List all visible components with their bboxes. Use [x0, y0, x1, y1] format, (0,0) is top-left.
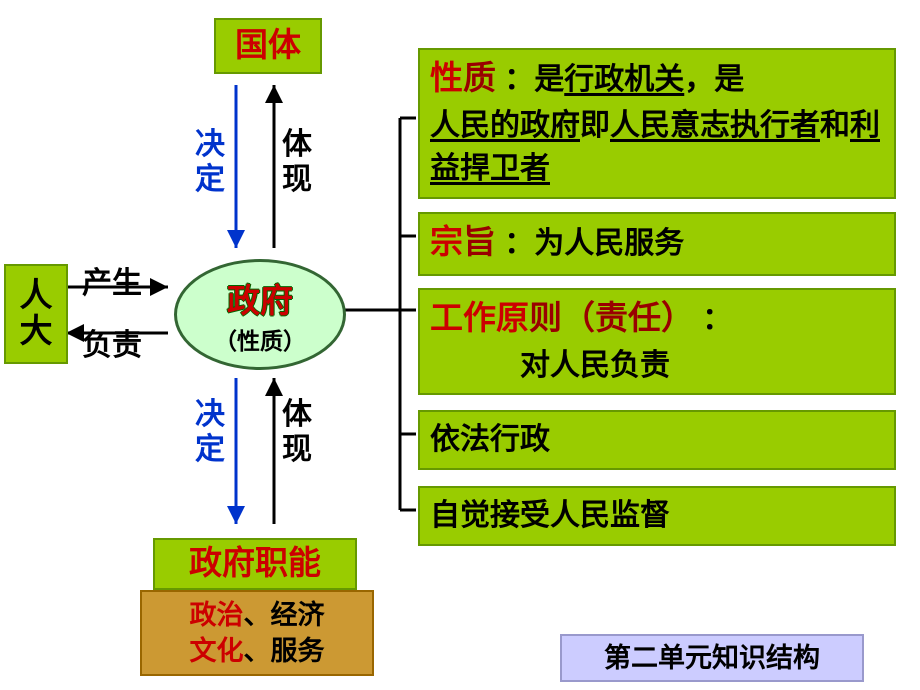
footer-box: 第二单元知识结构 [560, 634, 864, 682]
label-jueding_top: 决定 [195, 128, 231, 197]
right-box-2: 工作原则（责任） ： 对人民负责 [418, 288, 896, 395]
zhengfu-sub: （性质） [214, 322, 306, 356]
zhineng-detail-box: 政治、经济文化、服务 [140, 590, 374, 676]
zhengfu-title: 政府 [227, 274, 293, 322]
renda-box: 人大 [4, 264, 68, 364]
right-box-1: 宗旨 ：为人民服务 [418, 212, 896, 276]
label-tixian_top: 体现 [282, 128, 318, 197]
right-box-0: 性质 ：是行政机关，是人民的政府即人民意志执行者和利益捍卫者 [418, 48, 896, 199]
label-chansheng: 产生 [82, 258, 142, 302]
label-tixian_bot: 体现 [282, 398, 318, 467]
guoti-box: 国体 [214, 18, 322, 74]
label-fuze: 负责 [82, 320, 142, 364]
right-box-3: 依法行政 [418, 410, 896, 470]
right-box-4: 自觉接受人民监督 [418, 486, 896, 546]
zhengfu-ellipse: 政府（性质） [174, 259, 346, 370]
label-jueding_bot: 决定 [195, 398, 231, 467]
zhineng-box: 政府职能 [153, 538, 357, 590]
